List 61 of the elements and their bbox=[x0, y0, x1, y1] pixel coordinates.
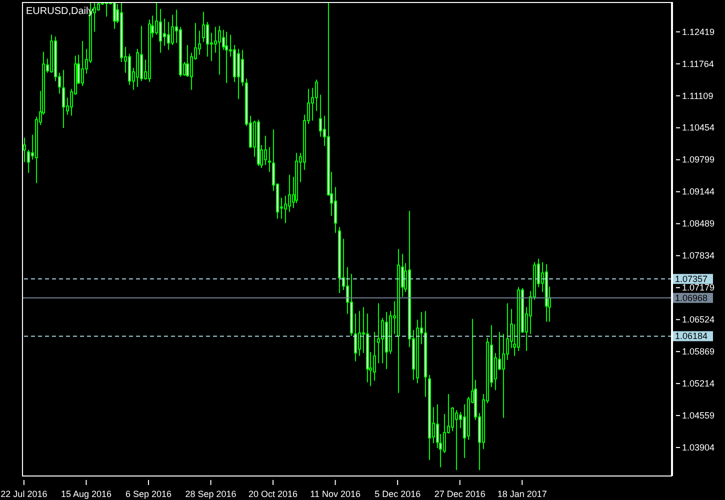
y-tick-label: 1.07834 bbox=[682, 250, 715, 261]
y-tick-label: 1.03904 bbox=[682, 442, 715, 452]
x-tick-label: 5 Dec 2016 bbox=[374, 489, 421, 499]
x-tick-label: 6 Sep 2016 bbox=[125, 489, 172, 499]
candlestick bbox=[218, 25, 221, 76]
candlestick bbox=[81, 40, 84, 86]
ref-line-label: 1.07357 bbox=[675, 274, 708, 284]
candlestick bbox=[167, 22, 170, 50]
candlestick bbox=[502, 333, 505, 418]
candlestick bbox=[455, 410, 458, 471]
ref-line-label: 1.06968 bbox=[675, 292, 708, 303]
candlestick bbox=[202, 11, 205, 43]
candlestick bbox=[171, 14, 174, 46]
y-tick-label: 1.11109 bbox=[682, 90, 714, 101]
y-tick-label: 1.09144 bbox=[682, 186, 715, 197]
candlestick bbox=[27, 149, 30, 174]
candlestick bbox=[315, 79, 318, 112]
candlestick bbox=[264, 135, 267, 166]
candlestick bbox=[451, 406, 454, 432]
candlestick bbox=[225, 31, 228, 84]
y-tick-label: 1.09799 bbox=[682, 154, 715, 165]
candlestick bbox=[241, 49, 244, 86]
y-tick-label: 1.05214 bbox=[682, 378, 715, 389]
candlestick bbox=[23, 137, 26, 163]
candlestick bbox=[354, 312, 357, 362]
candlestick bbox=[358, 310, 361, 356]
candlestick bbox=[237, 48, 240, 100]
candlestick bbox=[319, 94, 322, 138]
candlestick bbox=[206, 22, 209, 58]
candlestick bbox=[381, 317, 384, 364]
candlestick bbox=[198, 30, 201, 56]
y-tick-label: 1.04559 bbox=[682, 410, 715, 421]
candlestick bbox=[140, 25, 143, 82]
y-tick-label: 1.08489 bbox=[682, 218, 715, 229]
candlestick bbox=[288, 174, 291, 212]
y-tick-label: 1.05869 bbox=[682, 346, 715, 357]
candlestick bbox=[186, 44, 189, 78]
candlestick bbox=[443, 414, 446, 454]
candlestick bbox=[373, 331, 376, 382]
y-tick-label: 1.06524 bbox=[682, 314, 715, 325]
x-tick-label: 28 Sep 2016 bbox=[185, 489, 236, 499]
candlestick bbox=[268, 146, 271, 172]
x-tick-label: 20 Oct 2016 bbox=[248, 489, 298, 499]
candlestick bbox=[284, 195, 287, 224]
candlestick bbox=[334, 186, 337, 234]
candlestick bbox=[163, 18, 166, 46]
x-tick-label: 15 Aug 2016 bbox=[60, 489, 112, 499]
candlestick bbox=[214, 26, 217, 54]
y-tick-label: 1.11764 bbox=[682, 58, 714, 69]
y-tick-label: 1.10454 bbox=[682, 122, 715, 133]
x-tick-label: 22 Jul 2016 bbox=[0, 489, 48, 499]
x-tick-label: 27 Dec 2016 bbox=[434, 489, 486, 499]
candlestick bbox=[159, 8, 162, 54]
candlestick bbox=[113, 2, 116, 30]
candlestick bbox=[62, 69, 65, 128]
y-tick-label: 1.12419 bbox=[682, 26, 715, 37]
x-tick-label: 18 Jan 2017 bbox=[497, 489, 547, 499]
y-tick-label: 1.07179 bbox=[682, 282, 715, 293]
candlestick bbox=[377, 302, 380, 364]
x-tick-label: 11 Nov 2016 bbox=[310, 489, 361, 499]
ref-line-label: 1.06184 bbox=[675, 331, 708, 342]
